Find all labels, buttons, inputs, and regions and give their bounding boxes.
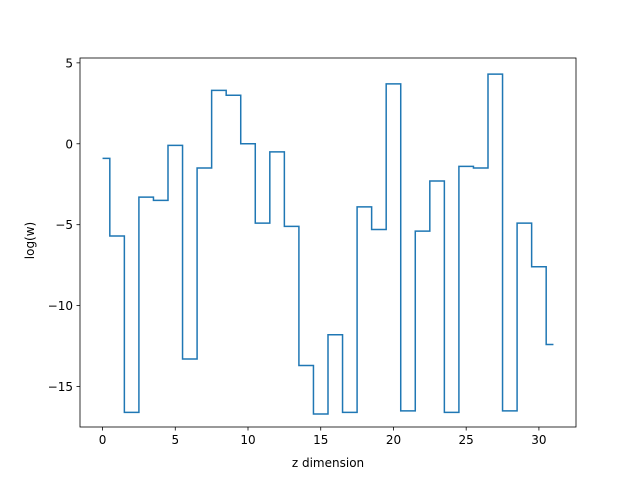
x-tick-label: 15 — [313, 433, 328, 447]
x-tick-label: 10 — [240, 433, 255, 447]
y-tick-label: −10 — [48, 299, 73, 313]
axes-frame — [79, 57, 577, 428]
x-tick-label: 20 — [386, 433, 401, 447]
x-tick-label: 5 — [171, 433, 179, 447]
x-tick-label: 25 — [459, 433, 474, 447]
y-tick-label: 5 — [65, 56, 73, 70]
x-axis-label: z dimension — [292, 456, 364, 470]
x-tick-label: 30 — [531, 433, 546, 447]
series-step-line — [102, 73, 554, 415]
y-tick-label: −15 — [48, 380, 73, 394]
axes: 0 5 10 15 20 25 30 5 0 −5 −10 −15 — [48, 56, 577, 447]
y-tick-label: 0 — [65, 137, 73, 151]
x-tick-label: 0 — [99, 433, 107, 447]
plot-area — [102, 73, 554, 415]
y-axis-label: log(w) — [23, 222, 37, 259]
y-tick-label: −5 — [55, 218, 73, 232]
